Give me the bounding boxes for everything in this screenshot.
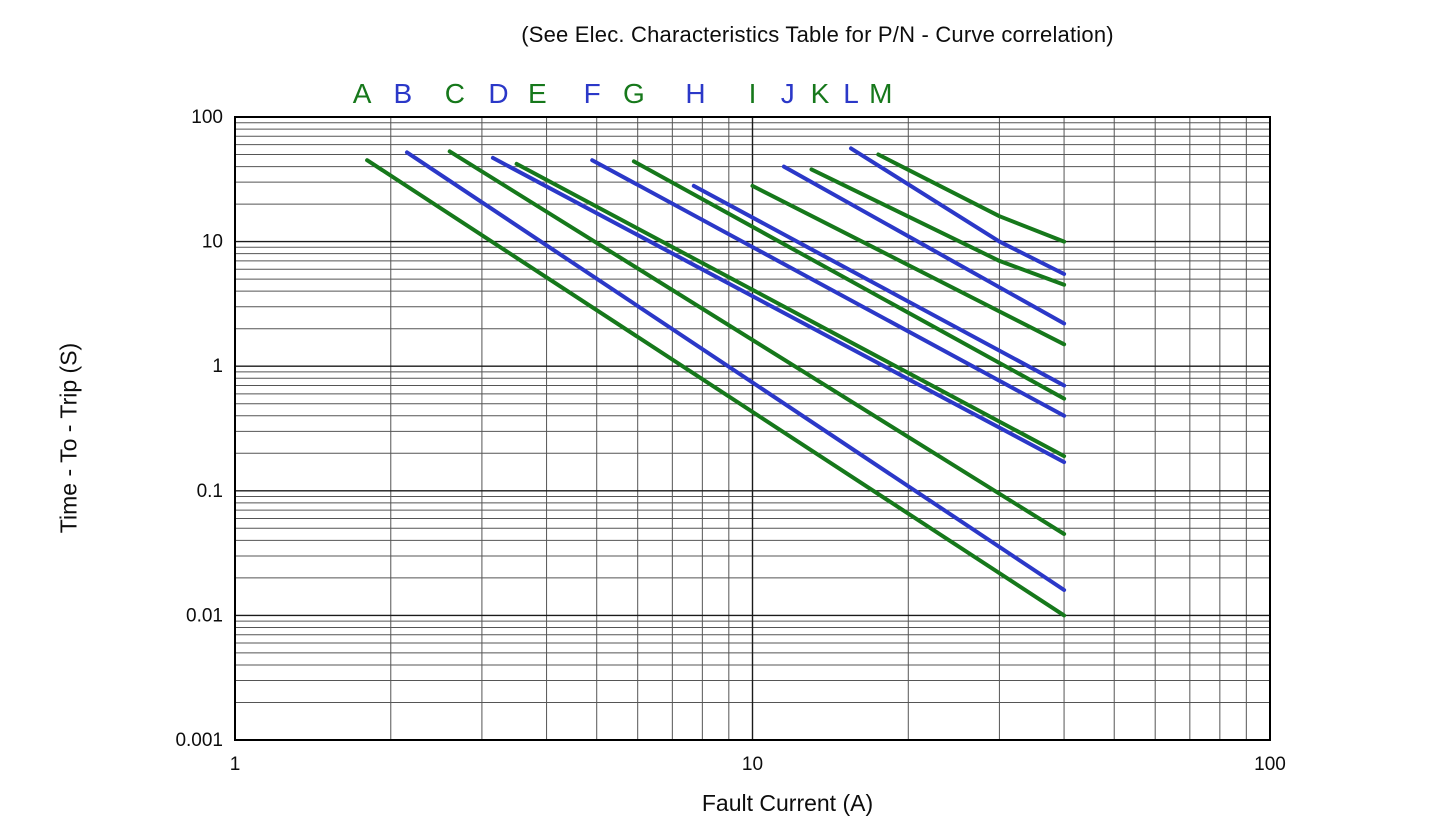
curve-label-H: H bbox=[685, 78, 706, 109]
curve-label-C: C bbox=[444, 78, 465, 109]
x-tick-10: 10 bbox=[742, 754, 763, 775]
trip-curve-A bbox=[365, 158, 1067, 618]
tick-labels: 100 10 1 0.1 0.01 0.001 1 10 100 bbox=[175, 107, 1285, 775]
chart-title: (See Elec. Characteristics Table for P/N… bbox=[521, 22, 1114, 47]
y-tick-100: 100 bbox=[191, 107, 223, 128]
x-tick-1: 1 bbox=[230, 754, 241, 775]
trip-curve-E bbox=[514, 161, 1067, 459]
trip-curve-I bbox=[750, 183, 1067, 347]
curve-label-D: D bbox=[488, 78, 509, 109]
x-tick-100: 100 bbox=[1254, 754, 1286, 775]
trip-curve-G bbox=[631, 159, 1067, 401]
trip-curve-L bbox=[849, 146, 1067, 276]
curve-label-B: B bbox=[393, 78, 413, 109]
curve-label-K: K bbox=[810, 78, 830, 109]
curve-label-F: F bbox=[583, 78, 601, 109]
curve-label-L: L bbox=[843, 78, 859, 109]
y-tick-1: 1 bbox=[212, 356, 223, 377]
y-tick-10: 10 bbox=[202, 232, 223, 253]
trip-curve-J bbox=[781, 164, 1067, 326]
trip-curve-B bbox=[405, 150, 1067, 592]
trip-curve-C bbox=[447, 149, 1067, 536]
plot-border bbox=[234, 116, 1271, 741]
y-tick-0.1: 0.1 bbox=[197, 481, 223, 502]
trip-curve-H bbox=[691, 183, 1067, 388]
curve-label-M: M bbox=[869, 78, 893, 109]
curve-label-J: J bbox=[780, 78, 795, 109]
trip-curve-D bbox=[490, 155, 1067, 465]
y-tick-0.01: 0.01 bbox=[186, 605, 223, 626]
trip-curve-M bbox=[876, 152, 1067, 244]
curve-label-G: G bbox=[623, 78, 645, 109]
curve-label-E: E bbox=[528, 78, 547, 109]
curve-label-I: I bbox=[748, 78, 757, 109]
trip-curve-F bbox=[590, 158, 1067, 418]
x-axis-label: Fault Current (A) bbox=[701, 790, 874, 816]
trip-curves bbox=[365, 146, 1067, 618]
trip-curve-K bbox=[809, 167, 1067, 287]
grid-major-lines bbox=[234, 116, 1271, 741]
y-tick-0.001: 0.001 bbox=[175, 730, 223, 751]
curve-label-A: A bbox=[352, 78, 372, 109]
